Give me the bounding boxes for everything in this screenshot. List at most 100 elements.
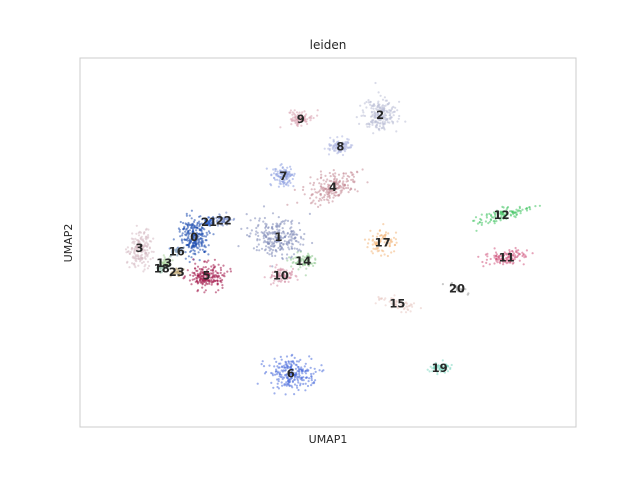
scatter-point <box>262 205 266 208</box>
scatter-point <box>193 245 196 248</box>
scatter-point <box>290 247 293 250</box>
scatter-point <box>159 265 162 268</box>
scatter-point <box>268 253 271 256</box>
scatter-point <box>229 267 232 270</box>
scatter-point <box>202 275 205 279</box>
scatter-point <box>331 146 334 149</box>
scatter-point <box>273 392 276 395</box>
scatter-point <box>370 107 373 110</box>
scatter-point <box>370 104 373 107</box>
cluster-label-12: 12 <box>494 208 510 222</box>
scatter-point <box>457 290 460 293</box>
scatter-point <box>146 253 149 256</box>
scatter-point <box>204 221 207 224</box>
scatter-point <box>498 260 501 264</box>
scatter-point <box>398 305 401 309</box>
cluster-label-11: 11 <box>499 250 515 264</box>
scatter-point <box>332 173 335 176</box>
scatter-point <box>282 364 285 367</box>
scatter-point <box>290 265 293 268</box>
scatter-point <box>500 254 503 257</box>
scatter-point <box>280 232 283 235</box>
scatter-point <box>226 221 229 225</box>
scatter-point <box>181 234 184 237</box>
scatter-point <box>295 363 298 367</box>
scatter-point <box>193 278 196 281</box>
scatter-point <box>377 91 380 94</box>
cluster-12-points <box>472 204 542 232</box>
scatter-point <box>143 256 146 259</box>
scatter-point <box>393 294 396 297</box>
scatter-point <box>502 217 505 220</box>
scatter-point <box>302 255 305 258</box>
scatter-point <box>277 271 280 274</box>
scatter-point <box>441 283 444 286</box>
scatter-point <box>296 201 299 204</box>
scatter-point <box>509 213 512 216</box>
scatter-point <box>493 247 496 250</box>
scatter-point <box>190 283 193 286</box>
scatter-point <box>257 243 260 246</box>
scatter-point <box>327 185 330 188</box>
scatter-point <box>280 175 283 178</box>
scatter-point <box>375 235 379 238</box>
scatter-point <box>216 283 219 286</box>
scatter-point <box>225 223 228 226</box>
cluster-label-19: 19 <box>432 361 448 375</box>
scatter-point <box>303 110 306 113</box>
scatter-point <box>394 106 397 109</box>
scatter-point <box>340 190 343 194</box>
scatter-point <box>485 261 488 264</box>
scatter-point <box>303 256 306 259</box>
scatter-point <box>197 243 200 246</box>
scatter-point <box>389 116 392 119</box>
scatter-point <box>307 252 310 255</box>
scatter-point <box>294 371 298 375</box>
scatter-point <box>295 233 298 236</box>
scatter-point <box>249 219 252 222</box>
scatter-point <box>320 199 323 202</box>
scatter-point <box>333 185 336 188</box>
scatter-point <box>199 277 202 280</box>
scatter-point <box>519 210 522 213</box>
scatter-point <box>296 121 299 124</box>
scatter-point <box>378 117 381 120</box>
scatter-point <box>279 180 282 183</box>
cluster-10-points <box>263 263 299 287</box>
scatter-point <box>320 183 323 186</box>
scatter-point <box>133 248 136 251</box>
scatter-point <box>209 276 212 279</box>
scatter-point <box>283 274 286 277</box>
scatter-point <box>213 258 216 261</box>
scatter-point <box>303 118 306 122</box>
scatter-point <box>289 272 292 275</box>
scatter-point <box>396 305 399 308</box>
scatter-point <box>264 235 267 239</box>
scatter-point <box>272 274 275 278</box>
scatter-point <box>223 216 227 219</box>
scatter-point <box>326 178 329 181</box>
scatter-point <box>374 302 377 305</box>
scatter-point <box>394 243 397 247</box>
scatter-point <box>272 237 275 241</box>
scatter-point <box>131 262 134 265</box>
cluster-label-16: 16 <box>169 245 185 259</box>
scatter-point <box>289 181 292 184</box>
scatter-point <box>363 114 367 118</box>
scatter-point <box>434 361 437 365</box>
scatter-point <box>204 284 207 287</box>
cluster-0-points <box>168 209 215 264</box>
scatter-point <box>254 217 257 220</box>
scatter-point <box>372 103 375 106</box>
scatter-point <box>396 120 399 123</box>
scatter-point <box>312 372 315 375</box>
scatter-point <box>299 266 302 269</box>
scatter-point <box>169 263 172 266</box>
scatter-point <box>302 379 305 382</box>
scatter-point <box>480 223 483 226</box>
scatter-point <box>432 363 435 366</box>
scatter-point <box>480 213 483 216</box>
scatter-point <box>313 367 316 370</box>
scatter-point <box>272 176 276 179</box>
